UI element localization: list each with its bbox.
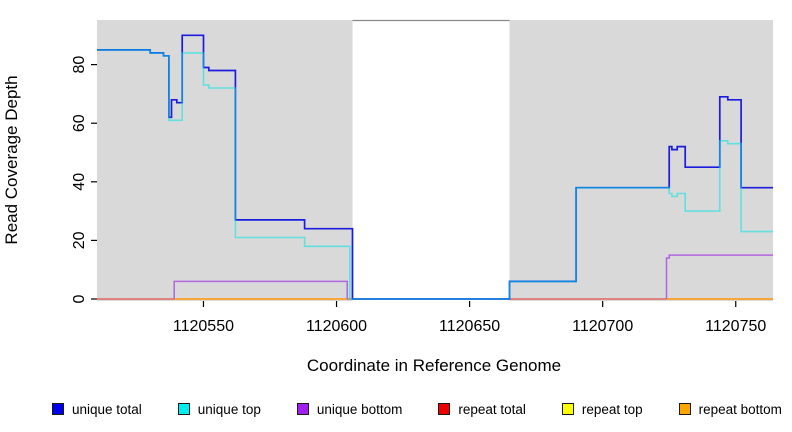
y-axis-label: Read Coverage Depth: [2, 75, 21, 244]
plot-area: 1120550 1120600 1120650 1120700 1120750 0 20 40…: [71, 19, 773, 335]
series-unique-total: [97, 34, 773, 300]
series-unique-bottom: [173, 280, 348, 299]
series-unique-top: [97, 49, 773, 300]
legend-label: unique bottom: [316, 401, 403, 417]
x-tick-label: 1120750: [705, 318, 766, 335]
x-tick-label: 1120650: [439, 318, 500, 335]
series-unique-bottom: [665, 254, 773, 299]
legend-label: unique top: [197, 401, 261, 417]
y-tick-label: 80: [71, 56, 88, 74]
legend: unique total unique top unique bottom repea…: [0, 398, 792, 420]
legend-swatch: [678, 403, 691, 415]
legend-swatch: [177, 403, 190, 415]
legend-label: unique total: [72, 401, 142, 417]
legend-item-unique-total: unique total: [52, 402, 142, 417]
x-axis-label: Coordinate in Reference Genome: [307, 356, 561, 375]
y-tick-label: 0: [71, 294, 88, 303]
gap-region: [352, 20, 510, 301]
legend-swatch: [561, 403, 574, 415]
legend-item-repeat-top: repeat top: [561, 401, 643, 417]
legend-swatch: [296, 403, 309, 415]
x-tick-label: 1120700: [572, 318, 633, 335]
legend-swatch: [52, 403, 64, 415]
y-tick-label: 60: [71, 114, 88, 132]
legend-item-repeat-bottom: repeat bottom: [678, 401, 782, 417]
legend-label: repeat total: [458, 401, 526, 417]
legend-swatch: [438, 403, 451, 415]
x-tick-label: 1120550: [173, 318, 234, 335]
legend-item-repeat-total: repeat total: [438, 402, 526, 417]
legend-label: repeat bottom: [698, 401, 782, 417]
x-tick-label: 1120600: [306, 318, 367, 335]
y-tick-label: 20: [71, 231, 88, 249]
legend-item-unique-top: unique top: [177, 401, 261, 417]
legend-label: repeat top: [581, 401, 643, 417]
y-tick-label: 40: [71, 173, 88, 191]
legend-item-unique-bottom: unique bottom: [296, 401, 403, 417]
